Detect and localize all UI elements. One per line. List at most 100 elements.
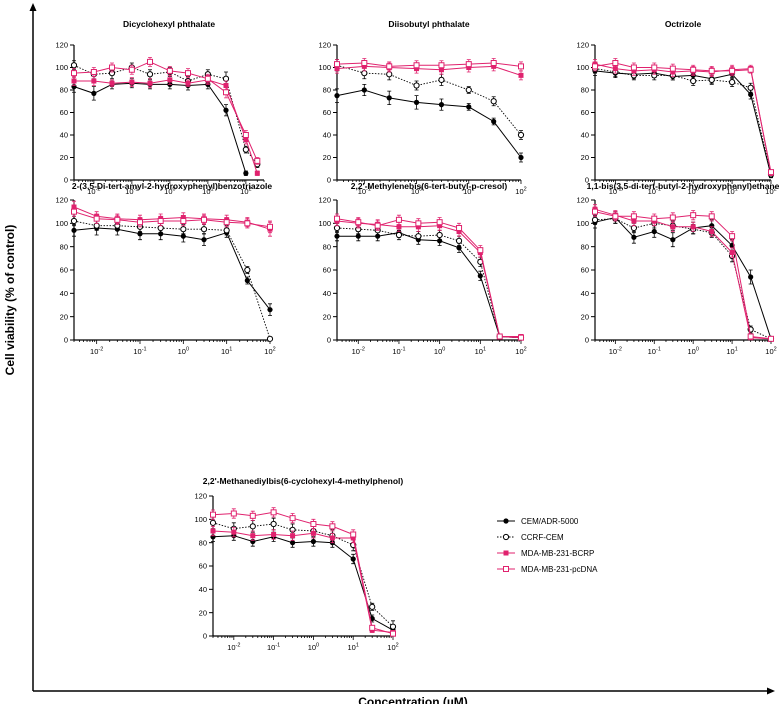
chart-title: 1,1-bis(3,5-di-tert-butyl-2-hydroxypheny…: [587, 181, 779, 191]
y-tick-label: 120: [55, 41, 68, 50]
x-tick-label: 100: [411, 187, 422, 197]
data-point: [70, 62, 78, 69]
data-point: [768, 335, 774, 342]
y-tick-label: 40: [60, 131, 68, 140]
data-point: [413, 82, 420, 89]
data-point: [490, 98, 497, 105]
y-tick-label: 40: [60, 289, 68, 298]
y-tick-label: 120: [318, 196, 331, 205]
series-3: [71, 206, 273, 234]
data-point: [466, 104, 472, 110]
y-tick-label: 20: [581, 312, 589, 321]
data-point: [201, 216, 208, 223]
y-tick-label: 0: [327, 176, 331, 185]
data-point: [651, 64, 658, 71]
y-tick-label: 20: [323, 312, 331, 321]
data-point: [369, 624, 376, 631]
data-point: [231, 529, 237, 535]
x-tick-label: 10-1: [648, 187, 661, 197]
data-point: [350, 531, 357, 538]
data-point: [129, 79, 135, 85]
panels: Dicyclohexyl phthalate 0 20 40 60 80 100 120 10-…: [55, 19, 779, 652]
series-line: [73, 220, 271, 339]
series-line: [594, 216, 772, 339]
data-point: [109, 80, 115, 86]
y-tick-label: 0: [203, 632, 207, 641]
data-point: [146, 71, 154, 78]
data-point: [244, 266, 251, 274]
data-point: [690, 224, 696, 230]
series-line: [73, 206, 271, 230]
data-point: [456, 245, 462, 251]
data-point: [267, 223, 273, 230]
legend-marker: [503, 550, 509, 556]
data-point: [266, 335, 274, 342]
chart-title: 2,2'-Methanediylbis(6-cyclohexyl-4-methy…: [203, 476, 404, 486]
data-point: [709, 229, 715, 234]
data-point: [137, 231, 143, 237]
series-0: [334, 227, 524, 341]
data-point: [465, 61, 472, 68]
data-point: [518, 334, 524, 341]
series-line: [336, 64, 522, 136]
y-tick-label: 120: [318, 41, 331, 50]
data-point: [729, 233, 736, 240]
y-tick-label: 120: [55, 196, 68, 205]
data-point: [270, 509, 277, 516]
y-tick-label: 40: [581, 289, 589, 298]
data-point: [289, 540, 296, 546]
series-2: [210, 525, 396, 635]
y-tick-label: 0: [64, 176, 68, 185]
y-tick-label: 100: [576, 63, 589, 72]
data-point: [180, 226, 187, 233]
data-point: [185, 70, 191, 77]
data-point: [270, 520, 277, 528]
series-3: [334, 213, 524, 341]
data-point: [438, 102, 445, 108]
x-tick-label: 10-1: [648, 347, 661, 357]
data-point: [244, 220, 251, 227]
y-tick-label: 80: [581, 86, 589, 95]
data-point: [415, 220, 422, 227]
series-2: [592, 204, 774, 342]
y-tick-label: 40: [323, 289, 331, 298]
data-point: [230, 510, 237, 517]
series-line: [73, 211, 271, 228]
data-point: [670, 224, 676, 230]
series-line: [594, 70, 772, 176]
data-point: [289, 515, 296, 522]
x-tick-label: 100: [687, 347, 698, 357]
y-tick-label: 100: [318, 63, 331, 72]
data-point: [210, 528, 216, 534]
series-line: [336, 89, 522, 158]
data-point: [223, 83, 229, 88]
legend-label: MDA-MB-231-BCRP: [521, 549, 594, 558]
series-0: [592, 65, 774, 179]
data-point: [333, 224, 341, 232]
series-line: [73, 82, 247, 174]
chart-panel: 2,2'-Methylenebis(6-tert-butyl-p-cresol)…: [318, 181, 526, 356]
data-point: [200, 226, 208, 233]
data-point: [390, 630, 396, 637]
data-point: [350, 556, 356, 562]
global-x-axis-arrow: [767, 687, 775, 695]
data-point: [334, 93, 340, 99]
x-tick-label: 10-1: [392, 347, 405, 357]
series-line: [337, 232, 522, 339]
data-point: [310, 530, 316, 536]
data-point: [630, 213, 637, 220]
x-tick-label: 102: [264, 347, 275, 357]
y-tick-label: 80: [60, 86, 68, 95]
data-point: [361, 60, 368, 66]
series-3: [334, 58, 524, 72]
chart-title: Diisobutyl phthalate: [388, 19, 470, 29]
y-tick-label: 60: [60, 266, 68, 275]
legend-label: CCRF-CEM: [521, 533, 564, 542]
x-tick-label: 101: [202, 187, 213, 197]
data-point: [71, 227, 77, 233]
x-tick-label: 101: [463, 187, 474, 197]
series-0: [71, 78, 249, 176]
data-point: [355, 219, 362, 226]
series-0: [71, 220, 273, 316]
